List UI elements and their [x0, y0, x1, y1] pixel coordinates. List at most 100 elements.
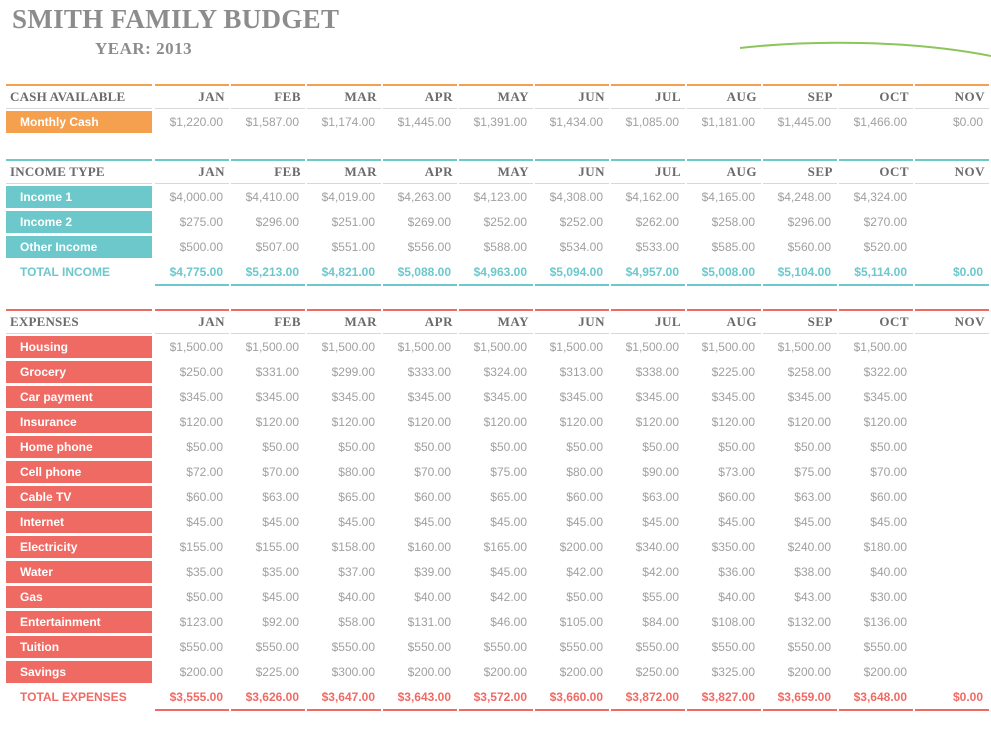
value-cell-aug[interactable]: $258.00	[711, 215, 755, 229]
value-cell-jan[interactable]: $50.00	[186, 590, 223, 604]
value-cell-may[interactable]: $4,123.00	[473, 190, 527, 204]
value-cell-apr[interactable]: $160.00	[407, 540, 451, 554]
value-cell-sep[interactable]: $120.00	[787, 415, 831, 429]
value-cell-oct[interactable]: $50.00	[870, 440, 907, 454]
row-label-income-1[interactable]: Income 1	[6, 186, 152, 208]
value-cell-feb[interactable]: $1,587.00	[245, 115, 299, 129]
value-cell-jun[interactable]: $550.00	[559, 640, 603, 654]
value-cell-feb[interactable]: $45.00	[262, 590, 299, 604]
value-cell-feb[interactable]: $35.00	[262, 565, 299, 579]
value-cell-mar[interactable]: $251.00	[331, 215, 375, 229]
value-cell-jan[interactable]: $250.00	[179, 365, 223, 379]
row-label-grocery[interactable]: Grocery	[6, 361, 152, 383]
value-cell-nov[interactable]	[915, 386, 989, 408]
value-cell-feb[interactable]: $550.00	[255, 640, 299, 654]
row-label-electricity[interactable]: Electricity	[6, 536, 152, 558]
value-cell-sep[interactable]: $258.00	[787, 365, 831, 379]
value-cell-jul[interactable]: $42.00	[642, 565, 679, 579]
value-cell-may[interactable]: $42.00	[490, 590, 527, 604]
value-cell-apr[interactable]: $1,445.00	[397, 115, 451, 129]
value-cell-feb[interactable]: $70.00	[262, 465, 299, 479]
value-cell-jun[interactable]: $1,500.00	[549, 340, 603, 354]
value-cell-nov[interactable]	[915, 236, 989, 258]
value-cell-oct[interactable]: $40.00	[870, 565, 907, 579]
value-cell-jan[interactable]: $1,220.00	[169, 115, 223, 129]
value-cell-apr[interactable]: $70.00	[414, 465, 451, 479]
value-cell-jun[interactable]: $50.00	[566, 590, 603, 604]
value-cell-jun[interactable]: $200.00	[559, 665, 603, 679]
value-cell-mar[interactable]: $58.00	[338, 615, 375, 629]
row-label-internet[interactable]: Internet	[6, 511, 152, 533]
value-cell-jan[interactable]: $72.00	[186, 465, 223, 479]
value-cell-mar[interactable]: $65.00	[338, 490, 375, 504]
value-cell-apr[interactable]: $1,500.00	[397, 340, 451, 354]
value-cell-aug[interactable]: $60.00	[718, 490, 755, 504]
value-cell-jul[interactable]: $50.00	[642, 440, 679, 454]
value-cell-aug[interactable]: $73.00	[718, 465, 755, 479]
row-label-water[interactable]: Water	[6, 561, 152, 583]
value-cell-jul[interactable]: $340.00	[635, 540, 679, 554]
value-cell-may[interactable]: $120.00	[483, 415, 527, 429]
row-label-housing[interactable]: Housing	[6, 336, 152, 358]
value-cell-jan[interactable]: $120.00	[179, 415, 223, 429]
value-cell-sep[interactable]: $63.00	[794, 490, 831, 504]
value-cell-jun[interactable]: $1,434.00	[549, 115, 603, 129]
value-cell-aug[interactable]: $585.00	[711, 240, 755, 254]
value-cell-aug[interactable]: $1,500.00	[701, 340, 755, 354]
value-cell-mar[interactable]: $50.00	[338, 440, 375, 454]
value-cell-jun[interactable]: $105.00	[559, 615, 603, 629]
value-cell-feb[interactable]: $50.00	[262, 440, 299, 454]
value-cell-feb[interactable]: $345.00	[255, 390, 299, 404]
row-label-cell-phone[interactable]: Cell phone	[6, 461, 152, 483]
value-cell-jul[interactable]: $90.00	[642, 465, 679, 479]
value-cell-nov[interactable]	[915, 636, 989, 658]
row-label-tuition[interactable]: Tuition	[6, 636, 152, 658]
value-cell-oct[interactable]: $200.00	[863, 665, 907, 679]
value-cell-apr[interactable]: $556.00	[407, 240, 451, 254]
value-cell-jan[interactable]: $155.00	[179, 540, 223, 554]
value-cell-may[interactable]: $200.00	[483, 665, 527, 679]
value-cell-aug[interactable]: $4,165.00	[701, 190, 755, 204]
value-cell-sep[interactable]: $200.00	[787, 665, 831, 679]
value-cell-nov[interactable]	[915, 611, 989, 633]
value-cell-jul[interactable]: $338.00	[635, 365, 679, 379]
value-cell-oct[interactable]: $345.00	[863, 390, 907, 404]
value-cell-oct[interactable]: $120.00	[863, 415, 907, 429]
value-cell-apr[interactable]: $200.00	[407, 665, 451, 679]
value-cell-nov[interactable]	[915, 661, 989, 683]
value-cell-feb[interactable]: $225.00	[255, 665, 299, 679]
value-cell-may[interactable]: $165.00	[483, 540, 527, 554]
value-cell-nov[interactable]	[915, 461, 989, 483]
value-cell-apr[interactable]: $45.00	[414, 515, 451, 529]
value-cell-sep[interactable]: $43.00	[794, 590, 831, 604]
value-cell-aug[interactable]: $45.00	[718, 515, 755, 529]
value-cell-aug[interactable]: $345.00	[711, 390, 755, 404]
value-cell-aug[interactable]: $50.00	[718, 440, 755, 454]
value-cell-oct[interactable]: $4,324.00	[853, 190, 907, 204]
value-cell-jan[interactable]: $35.00	[186, 565, 223, 579]
value-cell-sep[interactable]: $132.00	[787, 615, 831, 629]
value-cell-aug[interactable]: $325.00	[711, 665, 755, 679]
value-cell-sep[interactable]: $45.00	[794, 515, 831, 529]
value-cell-jan[interactable]: $200.00	[179, 665, 223, 679]
value-cell-jul[interactable]: $63.00	[642, 490, 679, 504]
value-cell-aug[interactable]: $120.00	[711, 415, 755, 429]
value-cell-jun[interactable]: $80.00	[566, 465, 603, 479]
value-cell-apr[interactable]: $120.00	[407, 415, 451, 429]
value-cell-mar[interactable]: $158.00	[331, 540, 375, 554]
value-cell-jan[interactable]: $50.00	[186, 440, 223, 454]
value-cell-oct[interactable]: $30.00	[870, 590, 907, 604]
value-cell-feb[interactable]: $120.00	[255, 415, 299, 429]
value-cell-may[interactable]: $588.00	[483, 240, 527, 254]
row-label-monthly-cash[interactable]: Monthly Cash	[6, 111, 152, 133]
value-cell-oct[interactable]: $70.00	[870, 465, 907, 479]
value-cell-nov[interactable]	[915, 211, 989, 233]
value-cell-jul[interactable]: $262.00	[635, 215, 679, 229]
value-cell-jan[interactable]: $1,500.00	[169, 340, 223, 354]
value-cell-jan[interactable]: $275.00	[179, 215, 223, 229]
value-cell-jun[interactable]: $60.00	[566, 490, 603, 504]
value-cell-feb[interactable]: $1,500.00	[245, 340, 299, 354]
value-cell-mar[interactable]: $40.00	[338, 590, 375, 604]
value-cell-feb[interactable]: $45.00	[262, 515, 299, 529]
value-cell-may[interactable]: $1,391.00	[473, 115, 527, 129]
